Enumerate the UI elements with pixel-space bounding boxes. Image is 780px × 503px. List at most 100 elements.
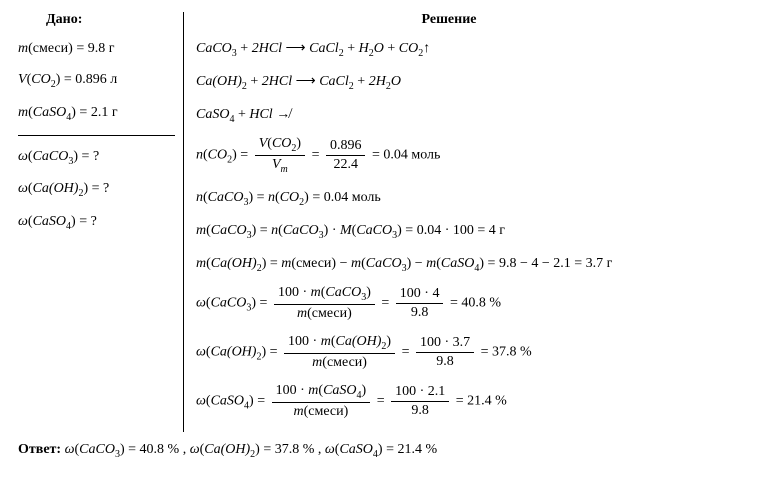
r2-d2: O [391,74,401,89]
acaoh2s: 2 [250,449,255,460]
q-3: ? [91,214,97,229]
answer-line: Ответ: ω(CaCO3) = 40.8 % , ω(Ca(OH)2) = … [18,442,762,460]
caso4f3: CaSO [441,256,474,271]
m7: m [426,256,436,271]
acaco3s: 3 [115,449,120,460]
ar3: 21.4 % [398,442,438,457]
omega-3: ω [18,214,28,229]
co2n: CO [272,136,291,151]
eq-wh2: = [398,345,413,360]
n4: n [271,223,278,238]
frac-nco2-2: 0.89622.4 [326,138,366,173]
wcn: 100 · 4 [396,286,444,304]
caoh2-f: Ca(OH) [33,181,79,196]
frac-w1b: 100 · 49.8 [396,286,444,321]
whn: 100 · 3.7 [416,335,474,353]
r1-e: CO [399,41,418,56]
ncaco3res: 0.04 моль [324,190,381,205]
co2s2: 2 [227,155,232,166]
mws1: m [308,383,318,398]
reaction-3: CaSO4 + HCl ↛ [196,104,762,127]
mw1: m [311,285,321,300]
smesi2: смеси [296,256,331,271]
wcaoh2res: 37.8 % [492,345,532,360]
eq-wh1: = [266,345,281,360]
caso4f4: CaSO [211,394,244,409]
given-divider [18,135,175,136]
m3: m [196,223,206,238]
mws2: m [293,404,303,419]
wcd: 9.8 [396,304,444,321]
aw1: ω [65,442,75,457]
r2-p1: + [247,74,262,89]
aw2: ω [190,442,200,457]
r3-b: HCl [249,107,272,122]
w3: ω [196,394,206,409]
eq-w1: = [256,296,271,311]
eq-w2: = [378,296,393,311]
eq-mh3: = [571,256,586,271]
caoh2-sub: 2 [78,188,83,199]
q-2: ? [103,181,109,196]
mcaco3calc: 0.04 · 100 [417,223,474,238]
frac-w3: 100 · m(CaSO4)m(смеси) [272,383,371,420]
reaction-1: CaCO3 + 2HCl ⟶ CaCl2 + H2O + CO2↑ [196,38,762,61]
ar2: 37.8 % [275,442,315,457]
eq-n3: = [368,148,383,163]
nco2res: 0.04 моль [383,148,440,163]
calc-n-caco3: n(CaCO3) = n(CO2) = 0.04 моль [196,187,762,210]
mw2: m [297,306,307,321]
co2ns: 2 [291,143,296,154]
acaso4s: 4 [373,449,378,460]
w2: ω [196,345,206,360]
m6: m [351,256,361,271]
acaoh2f: Ca(OH) [204,442,250,457]
caso4-f2: CaSO [33,214,66,229]
r1-d: H [359,41,369,56]
frac-w2b: 100 · 3.79.8 [416,335,474,370]
given-line-1: m(смеси) = 9.8 г [18,38,175,59]
wsd: 9.8 [391,402,449,419]
Vmd: V [272,157,281,172]
mcaco3res: 4 г [489,223,505,238]
m4: m [196,256,206,271]
given-line-2: V(CO2) = 0.896 л [18,69,175,92]
caco3s7: 3 [246,303,251,314]
r1-d2: O [374,41,384,56]
eq-n2: = [308,148,323,163]
q-1: ? [93,149,99,164]
n2: n [196,190,203,205]
caco3fw: CaCO [325,285,361,300]
frac-nco2-1: V(CO2)Vm [255,136,305,175]
smesi-1: смеси [33,41,68,56]
caco3f7: CaCO [211,296,247,311]
r2-p2: + [354,74,369,89]
Vmds: m [281,164,288,175]
calc-w-caso4: ω(CaSO4) = 100 · m(CaSO4)m(смеси) = 100 … [196,383,762,420]
eq-ws2: = [373,394,388,409]
caoh2s2: 2 [257,262,262,273]
eq-f1: = [78,149,93,164]
acaso4f: CaSO [339,442,372,457]
caoh2f3: Ca(OH) [211,345,257,360]
caoh2f2: Ca(OH) [211,256,257,271]
wsn: 100 · 2.1 [391,384,449,402]
aeq3: = [383,442,398,457]
var-m: m [18,41,28,56]
eq-mc2: = [402,223,417,238]
aeq1: = [125,442,140,457]
r1-p1: + [237,41,252,56]
caco3s3: 3 [247,230,252,241]
r3-noarr: ↛ [273,107,291,122]
r2-b: 2HCl [262,74,292,89]
n3: n [268,190,275,205]
solution-header: Решение [196,12,762,28]
given-column: Дано: m(смеси) = 9.8 г V(CO2) = 0.896 л … [18,12,183,432]
eq-mc3: = [474,223,489,238]
eq-wh3: = [477,345,492,360]
co2s3: 2 [299,197,304,208]
ar1: 40.8 % [140,442,180,457]
eq-mh1: = [266,256,281,271]
caso4fw: CaSO [323,383,356,398]
smesiw1: смеси [312,306,347,321]
